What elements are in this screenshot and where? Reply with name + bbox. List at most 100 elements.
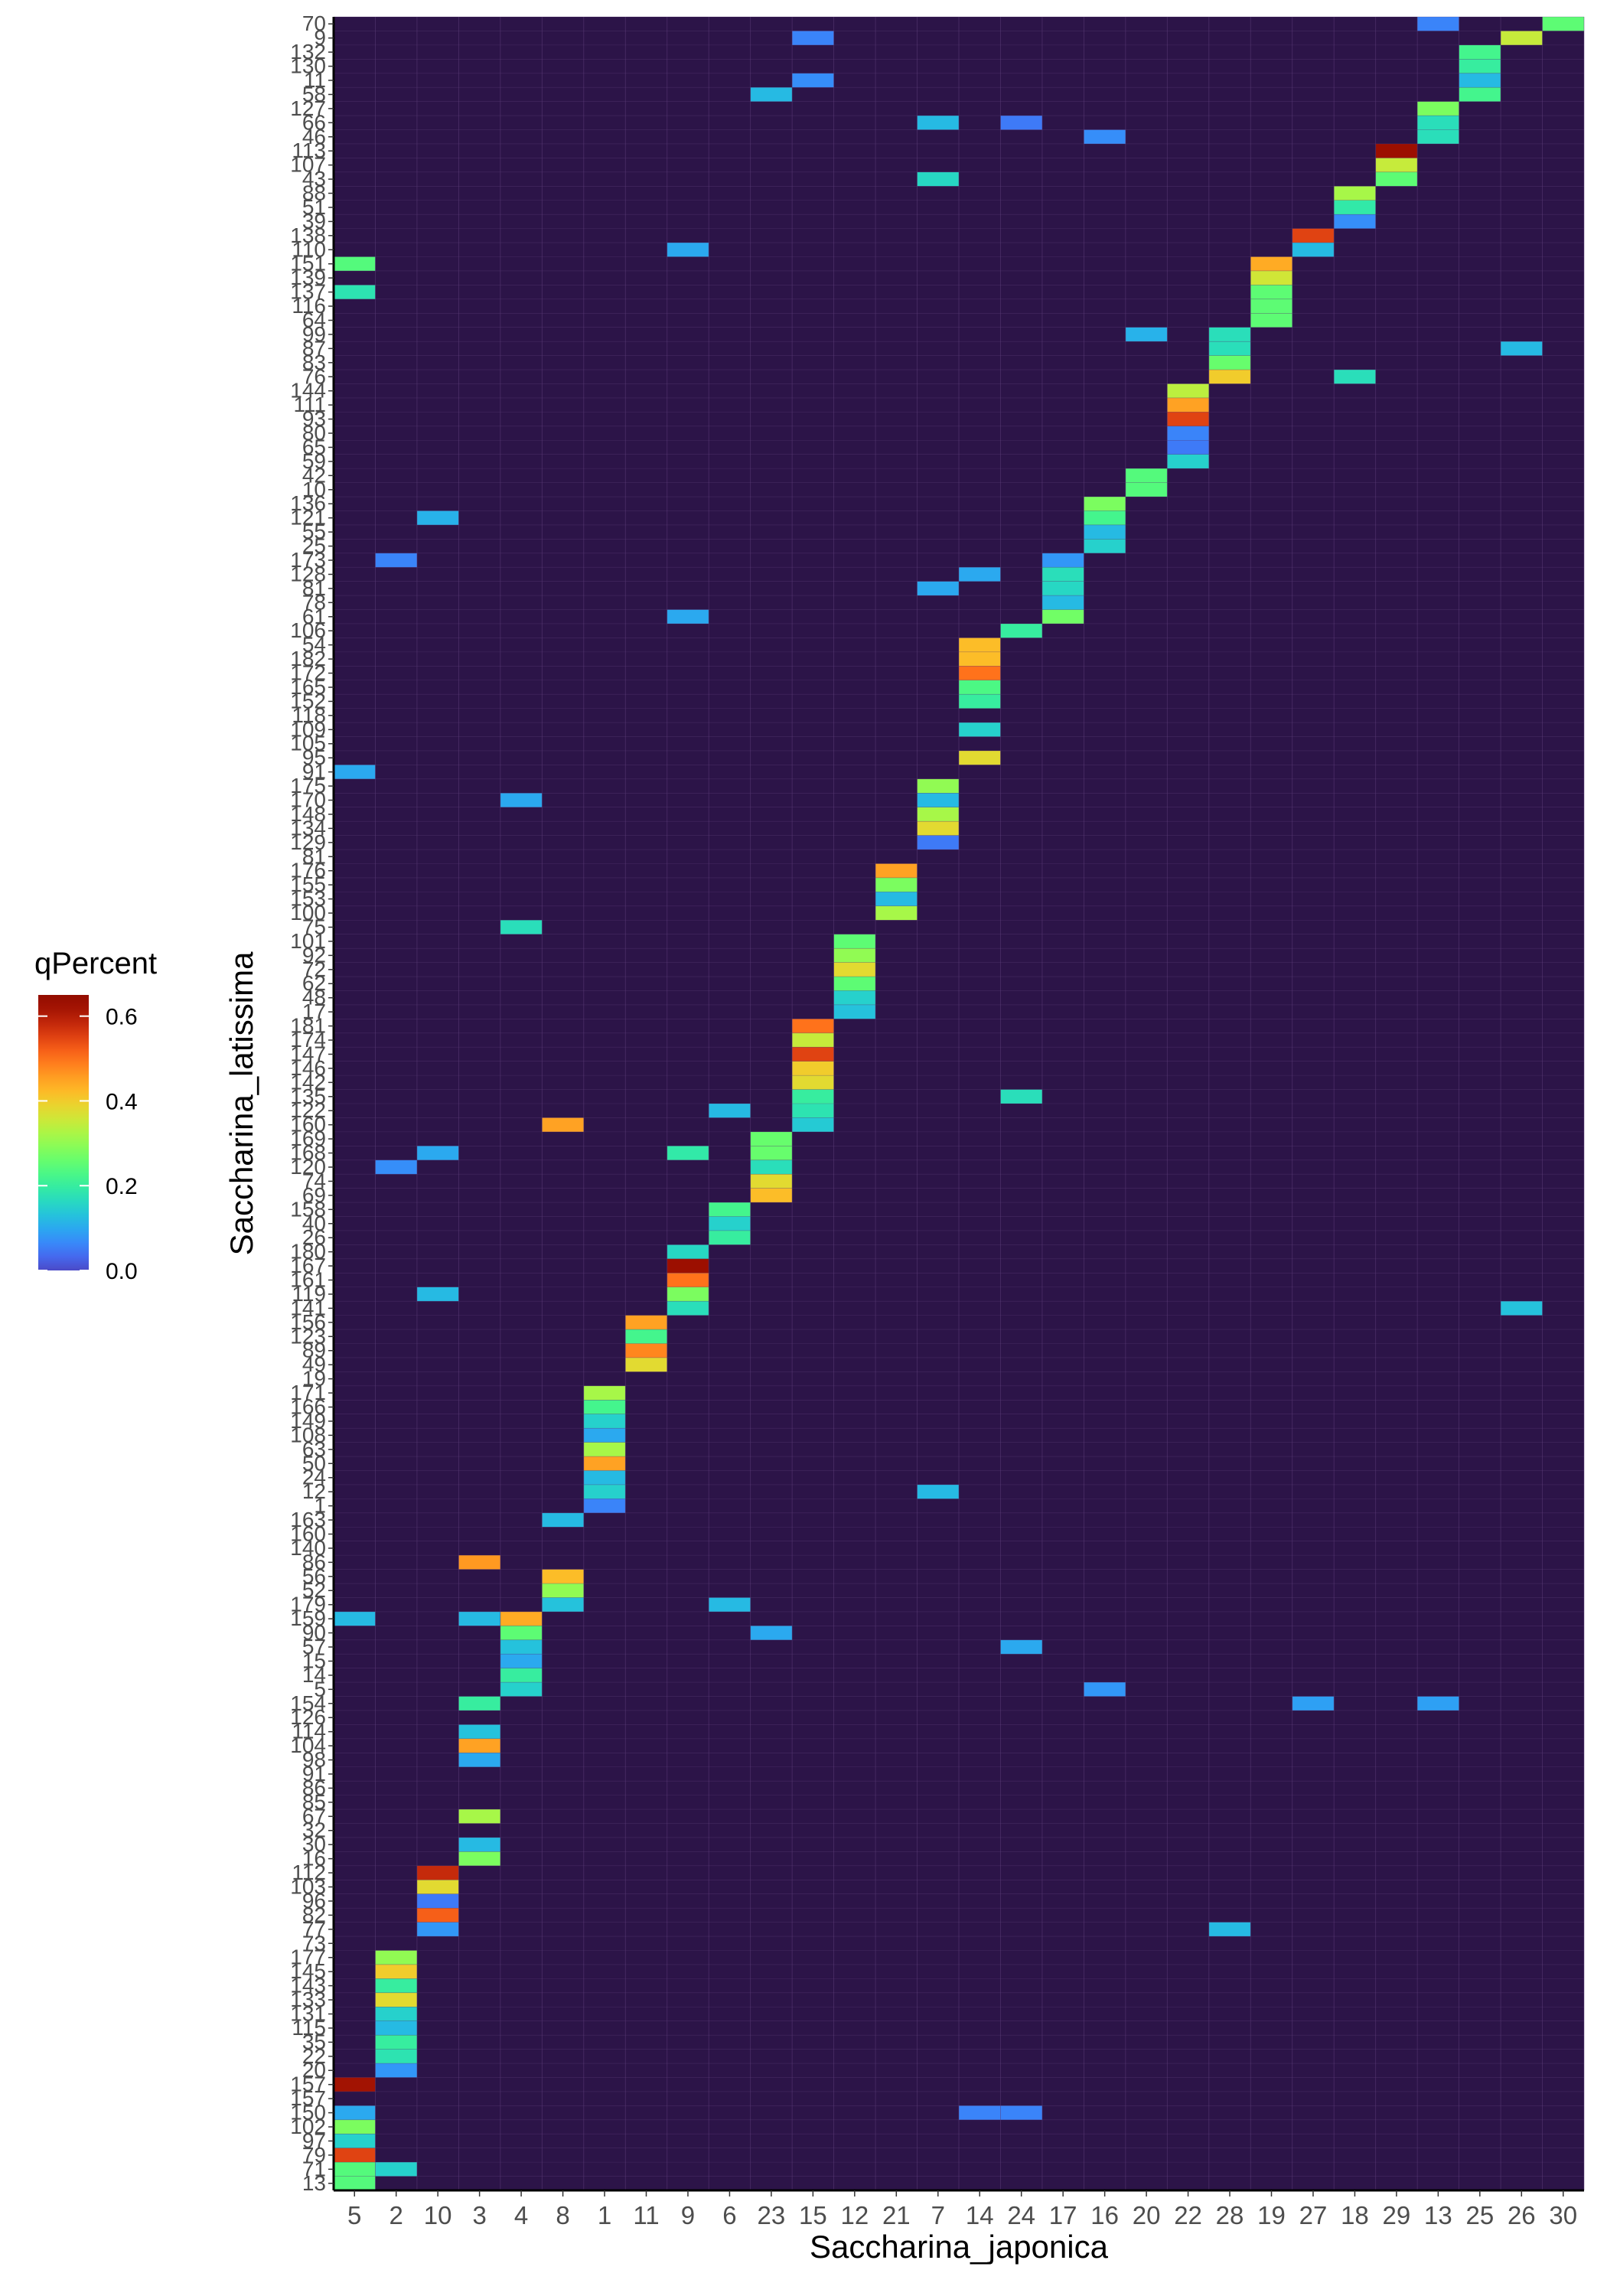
- y-tick-label: 126: [290, 1705, 326, 1729]
- heatmap-cell: [875, 905, 918, 921]
- heatmap-cell: [500, 793, 543, 807]
- y-tick-label: 22: [302, 2044, 326, 2068]
- heatmap-cell: [750, 1188, 793, 1203]
- heatmap-cell: [917, 1484, 959, 1499]
- heatmap-cell: [500, 1611, 543, 1626]
- y-tick-label: 118: [292, 703, 326, 727]
- y-tick-label: 89: [302, 1339, 326, 1362]
- heatmap-cell: [1125, 482, 1168, 497]
- heatmap-cell: [1041, 581, 1084, 596]
- heatmap-cell: [1167, 454, 1209, 469]
- y-tick-label: 65: [302, 435, 326, 458]
- heatmap-cell: [1125, 468, 1168, 483]
- heatmap-cell: [1501, 31, 1543, 45]
- heatmap-cell: [959, 680, 1001, 695]
- x-tick-label: 23: [758, 2201, 786, 2229]
- heatmap-cell: [1167, 412, 1209, 426]
- heatmap-cell: [667, 243, 709, 257]
- heatmap-cell: [583, 1385, 626, 1401]
- heatmap-cell: [667, 1146, 709, 1160]
- heatmap-cell: [583, 1414, 626, 1429]
- heatmap-cell: [1208, 355, 1251, 370]
- y-tick-label: 81: [302, 576, 326, 600]
- y-tick-label: 105: [290, 732, 326, 755]
- y-tick-label: 59: [302, 449, 326, 473]
- x-tick-label: 17: [1049, 2201, 1077, 2229]
- x-tick-label: 18: [1341, 2201, 1369, 2229]
- heatmap-cell: [667, 609, 709, 624]
- heatmap-cell: [1000, 1639, 1042, 1655]
- x-tick-labels: 5 2 10 3 4 8 1 11 9 6 23 15 12 21 7 14 24 17 16 20 22 28 19 27 1…: [347, 2190, 1577, 2229]
- heatmap-cell: [959, 666, 1001, 680]
- y-tick-label: 174: [290, 1028, 326, 1052]
- y-tick-label: 92: [302, 943, 326, 967]
- heatmap-cell: [833, 1004, 876, 1019]
- heatmap-cells: [334, 17, 1584, 2190]
- heatmap-cell: [833, 948, 876, 963]
- heatmap-cell: [1292, 1696, 1335, 1711]
- y-tick-label: 127: [290, 96, 326, 120]
- heatmap-cell: [917, 116, 959, 130]
- y-tick-label: 10: [302, 478, 326, 501]
- heatmap-cell: [458, 1555, 500, 1570]
- y-tick-label: 148: [290, 802, 326, 826]
- heatmap-cell: [917, 793, 959, 807]
- heatmap-cell: [792, 1047, 834, 1062]
- heatmap-cell: [375, 1978, 417, 1993]
- y-tick-label: 177: [290, 1945, 326, 1969]
- y-tick-label: 165: [290, 675, 326, 699]
- x-tick-label: 8: [556, 2201, 569, 2229]
- y-tick-label: 147: [290, 1042, 326, 1065]
- y-tick-label: 141: [290, 1296, 326, 1319]
- heatmap-cell: [458, 1837, 500, 1852]
- x-tick-label: 1: [598, 2201, 611, 2229]
- heatmap-cell: [334, 2176, 376, 2190]
- y-tick-label: 110: [292, 237, 326, 261]
- heatmap-cell: [334, 2077, 376, 2092]
- y-tick-label: 111: [293, 393, 326, 416]
- y-tick-label: 160: [290, 1521, 326, 1545]
- y-tick-label: 152: [290, 689, 326, 713]
- y-tick-label: 157: [290, 2073, 326, 2096]
- heatmap-cell: [416, 1287, 459, 1302]
- y-tick-label: 168: [290, 1141, 326, 1165]
- y-tick-label: 95: [302, 745, 326, 769]
- x-axis-title: Saccharina_japonica: [810, 2229, 1109, 2265]
- y-tick-label: 138: [290, 223, 326, 247]
- heatmap-cell: [583, 1400, 626, 1414]
- y-tick-label: 11: [304, 68, 326, 92]
- y-tick-label: 150: [290, 2101, 326, 2125]
- y-tick-label: 135: [290, 1084, 326, 1108]
- y-tick-label: 85: [302, 1790, 326, 1814]
- heatmap-cell: [709, 1597, 751, 1612]
- heatmap-cell: [917, 171, 959, 187]
- heatmap-cell: [1292, 228, 1335, 243]
- y-tick-label: 67: [302, 1804, 326, 1828]
- y-tick-label: 52: [302, 1578, 326, 1602]
- y-tick-label: 156: [290, 1310, 326, 1334]
- y-tick-label: 114: [292, 1720, 326, 1743]
- heatmap-cell: [667, 1287, 709, 1302]
- heatmap-cell: [709, 1230, 751, 1245]
- y-tick-label: 75: [302, 915, 326, 938]
- heatmap-cell: [625, 1329, 667, 1344]
- y-tick-label: 101: [290, 929, 326, 953]
- heatmap-cell: [1417, 129, 1459, 144]
- heatmap-cell: [833, 977, 876, 991]
- heatmap-cell: [583, 1456, 626, 1471]
- x-tick-label: 6: [722, 2201, 736, 2229]
- heatmap-cell: [833, 934, 876, 949]
- y-tick-label: 73: [302, 1931, 326, 1955]
- heatmap-cell: [1375, 143, 1418, 158]
- heatmap-cell: [959, 651, 1001, 667]
- y-tick-label: 134: [290, 816, 326, 840]
- legend: qPercent 0.0 0.2 0.4 0.6: [34, 947, 157, 1284]
- y-tick-label: 122: [290, 1098, 326, 1122]
- x-tick-label: 22: [1174, 2201, 1202, 2229]
- heatmap-cell: [1417, 1696, 1459, 1711]
- heatmap-cell: [1501, 341, 1543, 356]
- y-tick-label: 30: [302, 1832, 326, 1856]
- heatmap-cell: [625, 1343, 667, 1358]
- y-tick-label: 35: [302, 2030, 326, 2053]
- y-tick-label: 159: [290, 1606, 326, 1630]
